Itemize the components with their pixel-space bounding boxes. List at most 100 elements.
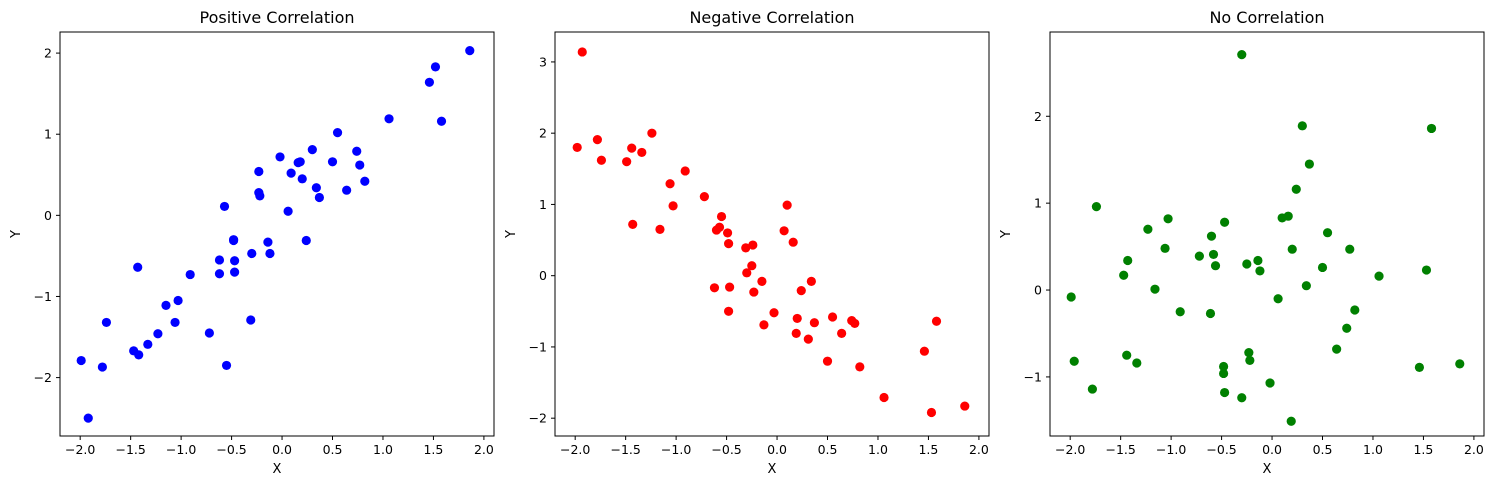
data-point [1255,266,1265,276]
x-tick: −0.5 [216,436,247,457]
x-tick-label: −0.5 [216,442,246,457]
data-point [1421,265,1432,275]
y-tick: −1 [1024,369,1050,384]
data-point [352,146,362,156]
x-tick: −0.5 [1206,436,1237,457]
y-tick-label: 0 [539,268,547,283]
x-tick-label: 2.0 [1464,442,1484,457]
y-tick-label: 0 [1034,283,1042,298]
data-point [926,407,937,418]
x-tick: 1.0 [868,436,888,457]
data-point [665,179,675,189]
data-point [596,155,607,165]
data-point [1205,308,1216,319]
x-tick: 1.0 [1363,436,1383,457]
data-point [1245,355,1255,366]
y-tick-label: −2 [34,370,52,385]
data-point [572,142,582,153]
data-point [714,222,725,232]
x-tick: 1.5 [918,436,938,457]
data-point [97,362,107,372]
x-tick: −1.5 [610,436,641,457]
data-point [822,356,833,366]
data-point [622,157,632,167]
data-point [577,47,587,57]
data-point [827,312,838,322]
data-point [680,166,690,176]
data-points [572,47,970,418]
data-point [229,235,239,246]
scatter-panel-3: No Correlation −2.0 −1.5 −1.0 −0.5 0.0 0.5 1.0 1… [999,8,1485,477]
data-point [286,168,296,178]
data-point [742,268,752,278]
data-point [1175,307,1185,317]
x-tick: 2.0 [474,436,494,457]
x-tick-label: −1.0 [1156,442,1186,457]
x-tick: 0.5 [323,436,342,457]
data-point [1237,49,1247,60]
data-point [295,157,305,167]
data-point [161,300,171,310]
data-point [230,267,240,277]
data-point [791,328,801,338]
data-point [1286,416,1296,426]
y-tick-label: −1 [1024,369,1042,384]
data-point [1455,359,1465,369]
data-point [716,211,727,222]
y-tick: −2 [529,411,555,426]
data-point [647,128,657,138]
x-tick-label: 1.0 [373,442,393,457]
data-point [1206,231,1217,241]
y-tick-label: −2 [529,411,547,426]
data-point [1426,123,1437,134]
data-point [332,127,343,138]
data-point [301,235,311,246]
y-axis-label: Y [999,230,1014,239]
data-point [1253,255,1263,266]
scatter-panel-2: Negative Correlation −2.0 −1.5 −1.0 −0.5 0.0 0… [504,8,990,477]
x-tick: −1.5 [1105,436,1136,457]
x-tick: 0.0 [767,436,787,457]
data-point [1301,281,1311,291]
x-tick-label: −1.5 [1105,442,1135,457]
data-point [214,255,225,265]
y-tick-label: −1 [34,289,52,304]
data-point [1210,261,1221,271]
x-tick-label: 0.5 [818,442,838,457]
data-point [1119,270,1129,280]
data-point [265,248,275,259]
data-point [134,350,144,360]
x-tick: −2.0 [560,436,590,457]
y-tick: −1 [529,339,555,354]
x-tick-label: −1.5 [610,442,640,457]
data-point [283,206,293,216]
chart-title: Negative Correlation [689,8,854,27]
data-points [1066,49,1465,426]
y-tick: −2 [34,370,60,385]
y-tick-label: 0 [44,208,52,223]
data-point [307,145,317,155]
data-point [855,362,865,372]
data-point [1220,387,1230,398]
data-point [1069,356,1079,366]
y-tick: 1 [539,197,555,212]
x-tick-label: −0.5 [711,442,741,457]
y-tick: 0 [539,268,555,283]
x-tick-label: 1.0 [868,442,888,457]
scatter-panel-1: Positive Correlation −2.0 −1.5 −1.0 −0.5 0.0 0… [9,8,495,477]
data-point [1123,255,1133,266]
data-point [1332,344,1342,354]
plot-frame [554,31,990,437]
data-point [143,339,153,349]
data-point [919,346,930,356]
x-tick-label: 0.0 [767,442,787,457]
data-point [1220,217,1230,227]
data-point [627,143,637,153]
data-point [230,256,240,266]
plot-frame [59,31,495,437]
x-tick: 0.0 [272,436,292,457]
data-point [879,392,889,403]
data-point [1122,350,1132,360]
y-tick-label: 3 [539,54,547,69]
